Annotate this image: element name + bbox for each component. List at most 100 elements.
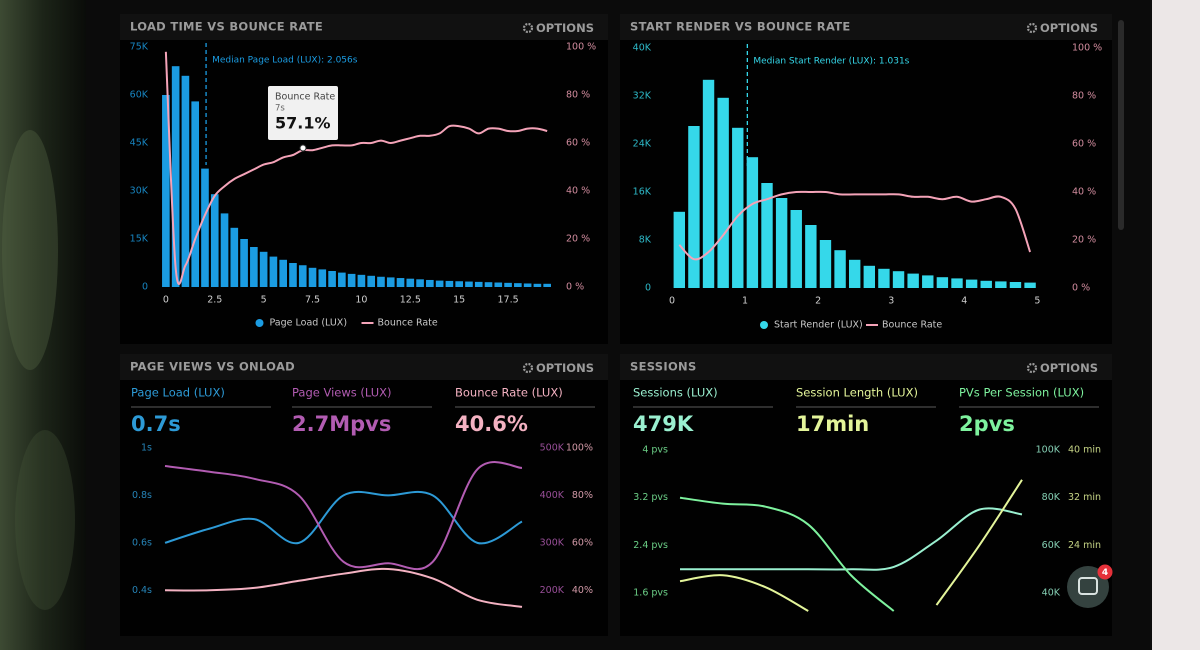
line bbox=[679, 479, 1023, 612]
y-tick-label: 2.4 pvs bbox=[633, 540, 668, 551]
x-tick-label: 1 bbox=[742, 296, 748, 307]
bar bbox=[702, 79, 715, 288]
line bbox=[164, 567, 523, 608]
panel-title: SESSIONS bbox=[630, 360, 697, 374]
kpi-value: 2pvs bbox=[959, 412, 1015, 436]
panel: SESSIONS OPTIONS Sessions (LUX) 479K Session… bbox=[620, 354, 1112, 636]
tooltip-point bbox=[299, 144, 307, 152]
tooltip-x: 7s bbox=[275, 104, 285, 114]
bar bbox=[494, 282, 503, 287]
panel-background bbox=[120, 354, 608, 636]
bar bbox=[269, 256, 278, 287]
bar bbox=[181, 75, 190, 287]
x-tick-label: 15 bbox=[453, 295, 465, 306]
y-tick-label: 75K bbox=[130, 42, 149, 53]
kpi-label: Page Views (LUX) bbox=[292, 386, 392, 400]
options-label[interactable]: OPTIONS bbox=[536, 361, 594, 375]
median-label: Median Page Load (LUX): 2.056s bbox=[212, 56, 358, 66]
y-tick-label: 0.6s bbox=[132, 537, 152, 548]
legend-marker bbox=[760, 321, 768, 329]
chat-bubble[interactable] bbox=[1067, 566, 1109, 608]
tooltip-box bbox=[268, 86, 338, 140]
bar bbox=[848, 259, 861, 288]
y-tick-label: 0 bbox=[142, 282, 148, 293]
legend-label: Page Load (LUX) bbox=[270, 318, 348, 329]
y-tick-label: 60K bbox=[130, 90, 149, 101]
gear-icon bbox=[1026, 362, 1038, 374]
y2-tick-label: 200K bbox=[540, 585, 565, 596]
bar bbox=[995, 281, 1007, 288]
y2-tick-label: 0 % bbox=[1072, 283, 1090, 294]
kpi-label: Page Load (LUX) bbox=[131, 386, 225, 400]
options-button[interactable]: OPTIONS bbox=[1026, 361, 1098, 375]
bar bbox=[357, 274, 366, 287]
bar bbox=[191, 101, 200, 288]
panel-header bbox=[120, 354, 608, 380]
chat-icon bbox=[1078, 577, 1098, 595]
panel-title: START RENDER VS BOUNCE RATE bbox=[630, 20, 851, 34]
y-tick-label: 3.2 pvs bbox=[633, 492, 668, 503]
kpi-label: Sessions (LUX) bbox=[633, 386, 718, 400]
chat-button[interactable]: 4 bbox=[1067, 564, 1113, 609]
options-label[interactable]: OPTIONS bbox=[1040, 21, 1098, 35]
y-tick-label: 15K bbox=[130, 234, 149, 245]
options-label[interactable]: OPTIONS bbox=[1040, 361, 1098, 375]
bar bbox=[504, 282, 512, 287]
options-label[interactable]: OPTIONS bbox=[536, 21, 594, 35]
kpi-label: Bounce Rate (LUX) bbox=[455, 386, 563, 400]
bar bbox=[240, 239, 248, 287]
bar bbox=[907, 273, 919, 288]
bar bbox=[210, 194, 219, 287]
x-tick-label: 17.5 bbox=[497, 295, 518, 306]
x-tick-label: 5 bbox=[261, 295, 267, 306]
options-button[interactable]: OPTIONS bbox=[1026, 21, 1098, 35]
bar bbox=[834, 250, 846, 288]
kpi-value: 479K bbox=[633, 412, 694, 436]
plot bbox=[164, 461, 523, 608]
plot bbox=[679, 479, 1023, 612]
bar bbox=[445, 280, 454, 287]
bar bbox=[220, 213, 229, 287]
bar bbox=[230, 227, 239, 287]
y2-tick-label: 100 % bbox=[1072, 43, 1102, 54]
line bbox=[164, 461, 523, 571]
line bbox=[679, 507, 1023, 571]
x-tick-label: 10 bbox=[355, 295, 367, 306]
panels: LOAD TIME VS BOUNCE RATE OPTIONS015K30K45… bbox=[120, 14, 1112, 636]
bar bbox=[790, 210, 802, 288]
wall bbox=[1152, 0, 1200, 650]
bar bbox=[289, 263, 297, 287]
y2-tick-label: 40 % bbox=[1072, 187, 1096, 198]
y-tick-label: 1s bbox=[141, 443, 152, 454]
bar bbox=[396, 278, 405, 287]
bar bbox=[673, 211, 686, 288]
bar bbox=[279, 259, 288, 287]
y2-tick-label: 60 % bbox=[1072, 139, 1096, 150]
bar bbox=[965, 279, 978, 288]
panel: START RENDER VS BOUNCE RATE OPTIONS 0 8K 16K… bbox=[620, 14, 1112, 344]
x-tick-label: 12.5 bbox=[400, 295, 421, 306]
bar bbox=[922, 275, 934, 288]
options-button[interactable]: OPTIONS bbox=[522, 21, 594, 35]
y3-tick-label: 40 min bbox=[1068, 445, 1101, 456]
y2-tick-label: 60K bbox=[1042, 540, 1061, 551]
bar bbox=[980, 280, 992, 288]
panel: LOAD TIME VS BOUNCE RATE OPTIONS 0 15K 30K 45… bbox=[120, 14, 608, 344]
bar bbox=[259, 251, 268, 287]
y3-tick-label: 60% bbox=[572, 537, 593, 548]
legend-label: Bounce Rate bbox=[378, 318, 438, 329]
y2-tick-label: 500K bbox=[540, 443, 565, 454]
plot bbox=[162, 51, 551, 288]
bar bbox=[426, 279, 434, 287]
panel-header bbox=[620, 354, 1112, 380]
gear-icon bbox=[1026, 22, 1038, 34]
kpi-label: PVs Per Session (LUX) bbox=[959, 386, 1084, 400]
options-button[interactable]: OPTIONS bbox=[522, 361, 594, 375]
bar bbox=[863, 265, 876, 288]
bar bbox=[338, 272, 346, 287]
bar bbox=[1024, 282, 1036, 288]
bar bbox=[805, 225, 817, 288]
bar bbox=[717, 97, 729, 288]
bar bbox=[819, 240, 832, 288]
kpi-label: Session Length (LUX) bbox=[796, 386, 918, 400]
